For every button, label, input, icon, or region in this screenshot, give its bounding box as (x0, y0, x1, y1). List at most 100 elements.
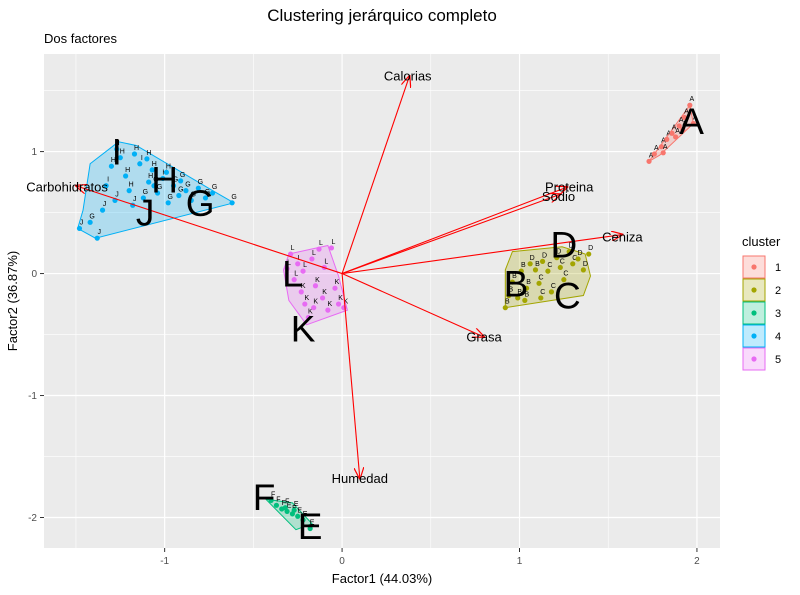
data-point (295, 261, 301, 267)
grid-lines (44, 54, 720, 548)
point-label: B (526, 279, 531, 286)
cluster-letter: B (504, 263, 529, 304)
data-point (673, 134, 679, 140)
point-label: I (107, 177, 109, 184)
plot-panel (44, 54, 720, 548)
cluster-letter: E (298, 506, 323, 547)
data-point (99, 207, 106, 213)
data-point (676, 123, 682, 129)
cluster-hulls (77, 104, 694, 531)
point-label: D (583, 261, 588, 268)
point-label: L (331, 239, 335, 246)
point-label: L (319, 240, 323, 247)
data-point (178, 178, 184, 184)
loading-arrow (341, 194, 560, 275)
data-point (325, 307, 331, 313)
data-point (548, 289, 555, 295)
loading-arrow (341, 76, 409, 274)
data-point (316, 246, 322, 252)
data-point (332, 285, 338, 291)
point-label: G (157, 184, 162, 191)
x-tick-label: 0 (339, 556, 345, 567)
point-label: G (231, 194, 236, 201)
loading-label: Carbohidratos (26, 179, 108, 194)
point-label: A (679, 117, 684, 124)
cluster-letter: C (554, 276, 581, 317)
point-label: L (287, 260, 291, 267)
data-point (681, 114, 688, 121)
point-label: E (310, 519, 315, 526)
point-label: H (152, 161, 157, 168)
data-point (76, 225, 83, 232)
data-point (298, 289, 304, 295)
data-point (188, 197, 194, 203)
data-point (651, 151, 657, 157)
cluster-letter: I (112, 132, 122, 173)
data-point (202, 195, 209, 201)
point-label: C (572, 255, 577, 262)
legend-label: 3 (775, 308, 781, 320)
cluster-letter: J (136, 193, 155, 234)
point-label: L (298, 255, 302, 262)
point-label: G (143, 189, 148, 196)
data-point (103, 183, 109, 189)
data-point (165, 200, 171, 206)
point-label: J (80, 219, 84, 226)
loading-label: Ceniza (602, 229, 643, 244)
loading-label: Calorias (384, 68, 432, 83)
point-label: D (542, 252, 547, 259)
legend-dot (751, 356, 757, 362)
point-label: K (335, 279, 340, 286)
point-label: L (294, 271, 298, 278)
point-label: J (97, 229, 101, 236)
data-point (687, 102, 693, 108)
point-label: K (315, 277, 320, 284)
data-point (532, 267, 539, 273)
point-label: J (103, 201, 107, 208)
point-label: A (666, 130, 671, 137)
data-point (566, 249, 572, 255)
loading-arrow (76, 186, 343, 275)
legend-label: 2 (775, 285, 781, 297)
point-label: A (690, 96, 695, 103)
point-label: G (178, 186, 183, 193)
data-point (291, 507, 297, 513)
point-label: I (141, 155, 143, 162)
point-label: L (303, 262, 307, 269)
point-label: C (563, 271, 568, 278)
point-label: G (205, 189, 210, 196)
point-label: C (538, 274, 543, 281)
point-label: A (693, 115, 698, 122)
x-tick-label: 1 (517, 556, 523, 567)
point-label: H (125, 167, 130, 174)
x-tick-label: -1 (160, 556, 169, 567)
point-label: E (287, 502, 292, 509)
point-label: K (308, 308, 313, 315)
point-label: B (517, 289, 522, 296)
point-label: C (547, 262, 552, 269)
data-point (144, 156, 150, 162)
x-axis-title: Factor1 (44.03%) (332, 571, 432, 586)
loading-arrow (341, 273, 484, 337)
point-label: B (512, 273, 517, 280)
data-point (87, 219, 93, 225)
legend-dot (751, 310, 757, 316)
point-label: J (115, 191, 119, 198)
chart-title: Clustering jerárquico completo (267, 6, 497, 25)
point-label: A (663, 144, 668, 151)
data-point (518, 268, 524, 274)
data-point (536, 280, 542, 286)
data-point (131, 151, 138, 157)
cluster-letter: K (291, 308, 316, 349)
point-label: C (560, 258, 565, 265)
chart-subtitle: Dos factores (44, 31, 117, 46)
axes: -1 0 1 2 -2 -1 0 1 (28, 147, 700, 567)
point-label: E (294, 501, 299, 508)
point-label: C (551, 283, 556, 290)
point-label: D (569, 243, 574, 250)
cluster-letter: H (151, 160, 178, 201)
data-point (163, 169, 170, 175)
point-label: E (303, 511, 308, 518)
